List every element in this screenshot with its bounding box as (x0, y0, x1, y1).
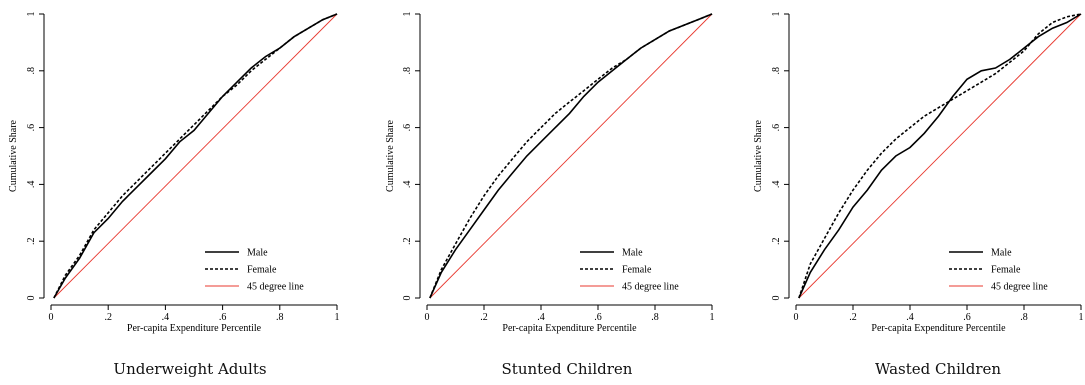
x-tick-label: .6 (963, 312, 971, 323)
series-line-female (53, 13, 338, 299)
legend-label: Male (622, 248, 643, 259)
y-tick-label: .8 (26, 67, 37, 75)
x-tick-label: .6 (219, 312, 227, 323)
x-tick-label: .2 (480, 312, 488, 323)
y-tick-label: .2 (771, 237, 782, 245)
x-tick-label: .4 (162, 312, 170, 323)
chart-0: 0 .2 .4 .6 .8 1 0 .2 .4 .6 .8 1 Per-capita Expenditu… (8, 12, 340, 335)
x-axis-label: Per-capita Expenditure Percentile (502, 323, 637, 334)
y-tick-label: .6 (402, 124, 413, 132)
series-line-45-degree-line (429, 13, 713, 299)
legend-label: 45 degree line (247, 282, 304, 293)
legend-label: Male (247, 248, 268, 259)
x-axis-label: Per-capita Expenditure Percentile (127, 323, 262, 334)
legend-label: 45 degree line (991, 282, 1048, 293)
legend-label: Female (622, 265, 652, 276)
y-tick-label: .8 (771, 67, 782, 75)
legend-label: 45 degree line (622, 282, 679, 293)
x-tick-label: .2 (849, 312, 857, 323)
x-tick-label: 0 (425, 312, 430, 323)
x-tick-label: .6 (594, 312, 602, 323)
chart-caption-underweight-adults: Underweight Adults (113, 360, 267, 378)
x-tick-label: .8 (651, 312, 659, 323)
chart-caption-stunted-children: Stunted Children (501, 360, 633, 378)
series-line-45-degree-line (798, 13, 1082, 299)
series-line-female (798, 13, 1082, 299)
y-axis-label: Cumulative Share (753, 119, 764, 191)
x-tick-label: 1 (710, 312, 715, 323)
y-tick-label: .6 (26, 124, 37, 132)
chart-caption-wasted-children: Wasted Children (874, 360, 1002, 378)
y-tick-label: 0 (26, 296, 37, 301)
series-line-male (798, 13, 1082, 299)
y-tick-label: 0 (402, 296, 413, 301)
y-tick-label: 1 (26, 12, 37, 17)
y-tick-label: 0 (771, 296, 782, 301)
x-tick-label: 0 (794, 312, 799, 323)
y-axis-label: Cumulative Share (8, 119, 19, 191)
x-tick-label: 1 (1079, 312, 1084, 323)
y-tick-label: 1 (771, 12, 782, 17)
series-line-female (429, 13, 713, 299)
y-tick-label: 1 (402, 12, 413, 17)
legend-label: Male (991, 248, 1012, 259)
legend-label: Female (991, 265, 1021, 276)
y-tick-label: .2 (402, 237, 413, 245)
x-tick-label: 0 (49, 312, 54, 323)
x-tick-label: .4 (906, 312, 914, 323)
x-tick-label: .4 (537, 312, 545, 323)
legend-label: Female (247, 265, 277, 276)
x-tick-label: .8 (276, 312, 284, 323)
chart-2: 0 .2 .4 .6 .8 1 0 .2 .4 .6 .8 1 Per-capita Expenditu… (753, 12, 1084, 335)
x-tick-label: 1 (335, 312, 340, 323)
x-axis-label: Per-capita Expenditure Percentile (871, 323, 1006, 334)
y-tick-label: .2 (26, 237, 37, 245)
y-tick-label: .4 (26, 181, 37, 189)
y-tick-label: .6 (771, 124, 782, 132)
x-tick-label: .8 (1020, 312, 1028, 323)
chart-1: 0 .2 .4 .6 .8 1 0 .2 .4 .6 .8 1 Per-capita Expenditu… (385, 12, 715, 335)
x-tick-label: .2 (104, 312, 112, 323)
y-tick-label: .8 (402, 67, 413, 75)
y-axis-label: Cumulative Share (385, 119, 396, 191)
y-tick-label: .4 (771, 181, 782, 189)
series-line-45-degree-line (53, 13, 338, 299)
y-tick-label: .4 (402, 181, 413, 189)
